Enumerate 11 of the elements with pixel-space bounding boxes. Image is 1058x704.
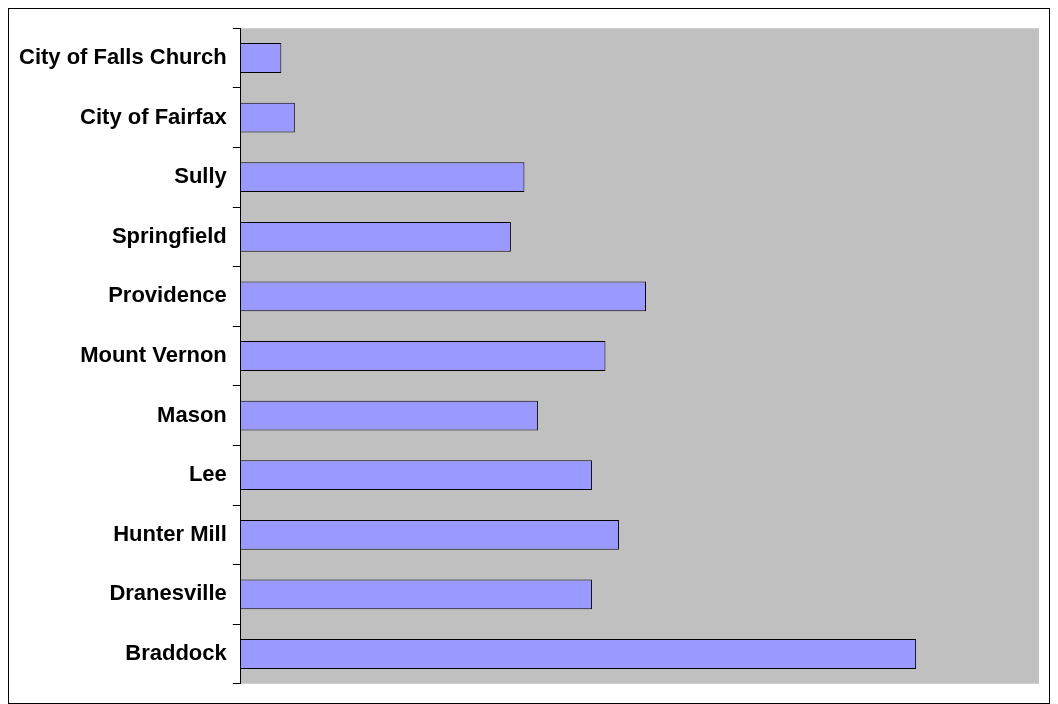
y-tick-label: Dranesville [109,580,227,606]
y-tick-label: Springfield [111,222,227,248]
y-tick-label: Hunter Mill [113,520,227,546]
y-tick-label: City of Fairfax [80,103,228,129]
y-tick-label: Providence [108,282,227,308]
y-tick-label: City of Falls Church [19,44,227,70]
y-tick-label: Braddock [125,640,228,666]
y-tick-label: Mount Vernon [80,342,227,368]
y-tick-label: Lee [188,461,227,487]
y-tick-label: Mason [157,401,227,427]
y-tick-label: Sully [174,163,228,189]
